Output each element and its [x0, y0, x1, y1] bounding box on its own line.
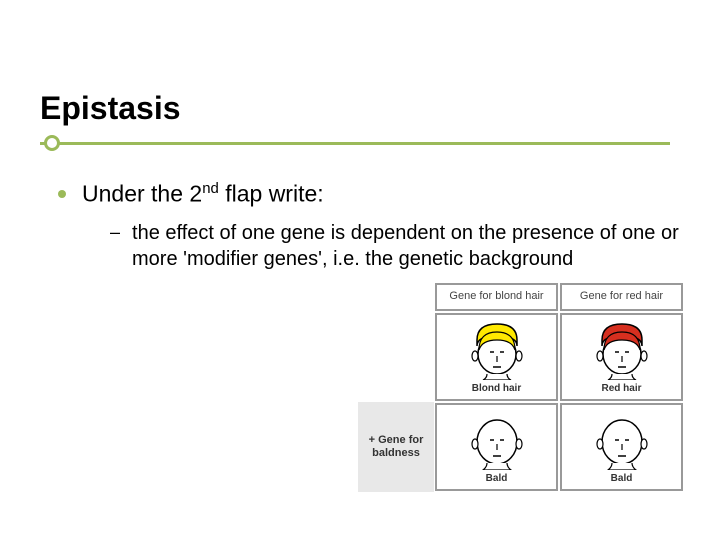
face-blond: Blond hair	[435, 313, 558, 401]
epistasis-diagram: Gene for blond hair Gene for red hair	[358, 282, 684, 492]
rule-circle-icon	[44, 135, 60, 151]
face-blond-icon	[465, 320, 529, 380]
caption-red: Red hair	[601, 383, 641, 394]
caption-bald-2: Bald	[611, 473, 633, 484]
sub-bullet-item: – the effect of one gene is dependent on…	[58, 220, 680, 272]
bullet-post: flap write:	[219, 181, 324, 207]
slide-title: Epistasis	[40, 90, 680, 127]
title-underline	[40, 133, 680, 155]
spacer	[358, 282, 434, 312]
baldness-gene-label: + Gene for baldness	[358, 402, 434, 492]
face-bald-1: Bald	[435, 403, 558, 491]
slide: Epistasis Under the 2nd flap write: – th…	[0, 0, 720, 540]
bullet-dot-icon	[58, 190, 66, 198]
gene-label-text: Gene for red hair	[580, 290, 663, 303]
face-red: Red hair	[560, 313, 683, 401]
dash-icon: –	[110, 222, 120, 243]
gene-label-text: Gene for blond hair	[449, 290, 543, 303]
gene-label-blond: Gene for blond hair	[435, 283, 558, 311]
sub-bullet-text: the effect of one gene is dependent on t…	[132, 220, 680, 272]
diagram-row-bald: + Gene for baldness Bald	[358, 402, 684, 492]
bullet-item: Under the 2nd flap write:	[58, 179, 680, 210]
rule-line	[40, 142, 670, 145]
content-area: Under the 2nd flap write: – the effect o…	[40, 179, 680, 272]
face-red-icon	[590, 320, 654, 380]
face-bald-icon	[590, 410, 654, 470]
gene-label-red: Gene for red hair	[560, 283, 683, 311]
caption-blond: Blond hair	[472, 383, 521, 394]
bullet-pre: Under the 2	[82, 181, 202, 207]
bullet-sup: nd	[202, 180, 219, 197]
caption-bald-1: Bald	[486, 473, 508, 484]
face-bald-icon	[465, 410, 529, 470]
face-bald-2: Bald	[560, 403, 683, 491]
diagram-top-row: Gene for blond hair Gene for red hair	[358, 282, 684, 312]
bullet-text: Under the 2nd flap write:	[82, 179, 324, 210]
diagram-row-hair: Blond hair Red hair	[358, 312, 684, 402]
spacer	[358, 312, 434, 402]
